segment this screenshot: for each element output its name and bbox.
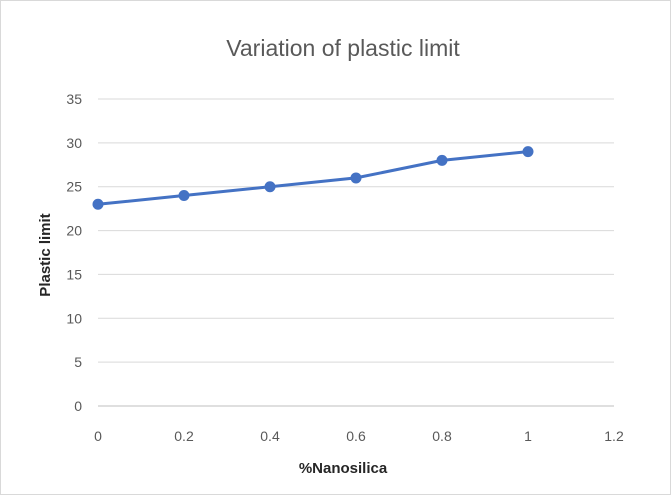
x-tick-label: 0.8 — [432, 428, 452, 444]
y-tick-label: 15 — [66, 266, 82, 282]
y-tick-label: 20 — [66, 223, 82, 239]
data-point — [436, 154, 448, 166]
data-point — [178, 189, 190, 201]
y-tick-label: 0 — [74, 398, 82, 414]
x-tick-label: 0.6 — [346, 428, 366, 444]
x-axis-ticks: 0 0.2 0.4 0.6 0.8 1 1.2 — [94, 428, 624, 444]
x-tick-label: 0.4 — [260, 428, 280, 444]
y-tick-label: 30 — [66, 135, 82, 151]
series-line — [96, 150, 530, 206]
y-tick-label: 35 — [66, 91, 82, 107]
x-tick-label: 0 — [94, 428, 102, 444]
data-point — [264, 181, 276, 193]
y-tick-label: 10 — [66, 310, 82, 326]
y-tick-label: 25 — [66, 179, 82, 195]
series-layer — [92, 146, 534, 210]
y-tick-label: 5 — [74, 354, 82, 370]
data-point — [522, 146, 534, 158]
gridlines — [98, 98, 614, 407]
x-axis-title: %Nanosilica — [299, 460, 388, 477]
x-tick-label: 1 — [524, 428, 532, 444]
data-point — [92, 198, 104, 210]
x-tick-label: 1.2 — [604, 428, 624, 444]
y-axis-ticks: 0 5 10 15 20 25 30 35 — [66, 91, 82, 414]
data-point — [350, 172, 362, 184]
chart-title: Variation of plastic limit — [226, 35, 460, 61]
y-axis-title: Plastic limit — [37, 213, 54, 296]
x-tick-label: 0.2 — [174, 428, 194, 444]
